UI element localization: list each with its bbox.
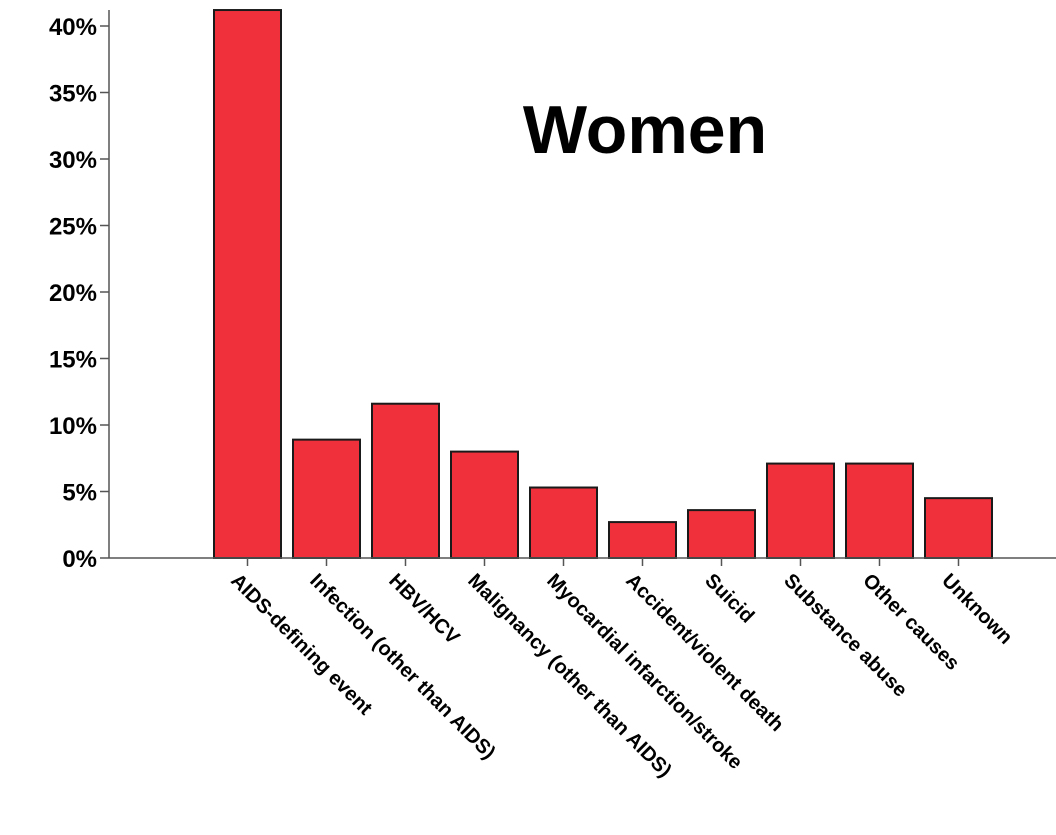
x-category-label-9: Unknown	[937, 570, 1016, 649]
x-category-label-6: Suicid	[700, 570, 758, 628]
bar-9	[924, 497, 993, 559]
bars-group	[213, 9, 993, 560]
x-category-label-2: HBV/HCV	[384, 570, 464, 650]
bar-0	[213, 9, 282, 560]
bar-2	[371, 402, 440, 559]
bar-6	[687, 509, 756, 559]
bar-4	[529, 486, 598, 560]
y-tick-label-3: 15%	[49, 347, 97, 374]
y-tick-label-7: 35%	[49, 81, 97, 108]
x-category-label-0: AIDS-defining event	[226, 570, 376, 720]
bar-7	[766, 462, 835, 560]
y-tick-label-0: 0%	[62, 546, 97, 573]
y-tick-label-6: 30%	[49, 147, 97, 174]
y-tick-label-2: 10%	[49, 413, 97, 440]
bar-5	[608, 521, 677, 560]
y-tick-label-1: 5%	[62, 480, 97, 507]
bar-3	[450, 450, 519, 560]
chart-title: Women	[523, 92, 767, 168]
y-ticks-group: 0% 5% 10% 15% 20% 25% 30% 35% 40%	[49, 14, 109, 573]
y-tick-label-4: 20%	[49, 280, 97, 307]
axes-group	[108, 10, 1056, 559]
y-tick-label-5: 25%	[49, 214, 97, 241]
x-category-label-5: Accident/violent death	[621, 570, 787, 736]
bar-1	[292, 438, 361, 560]
y-tick-label-8: 40%	[49, 14, 97, 41]
bar-8	[845, 462, 914, 560]
